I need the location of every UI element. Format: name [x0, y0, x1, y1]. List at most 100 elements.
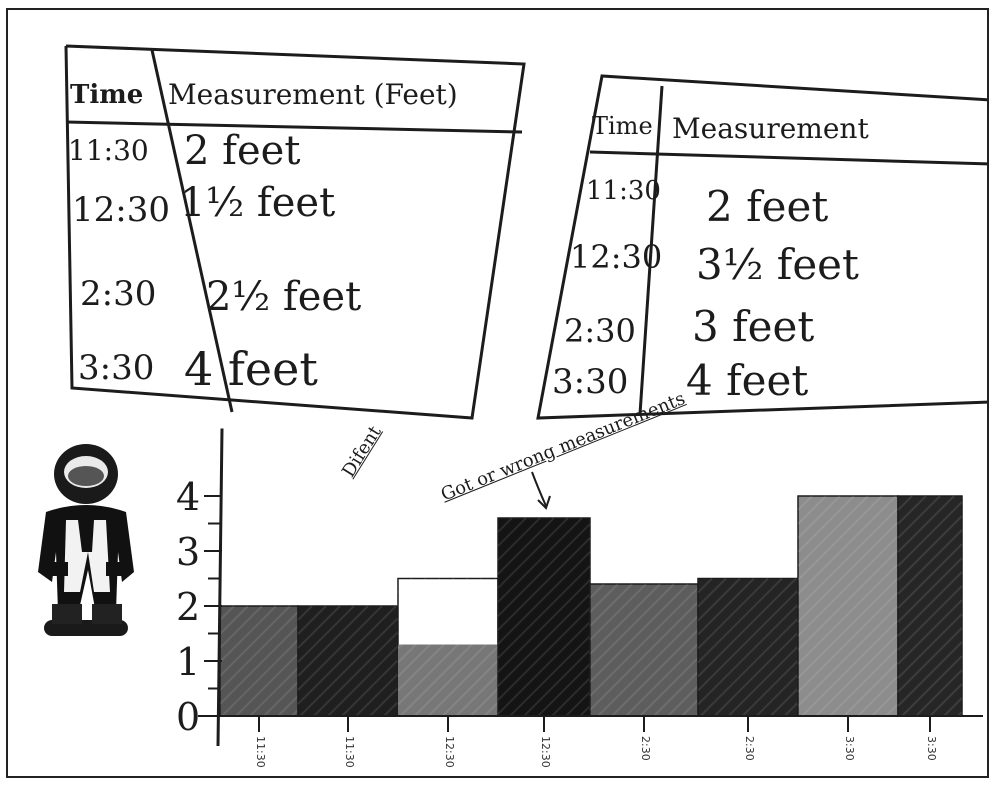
bar-hatch — [697, 577, 727, 608]
bar-hatch — [741, 659, 799, 717]
bar-chart: 0 1 2 3 4 — [176, 428, 983, 747]
bar-hatch — [355, 673, 399, 717]
y-axis-line — [216, 428, 224, 747]
bar-hatch — [697, 577, 769, 650]
bar-hatch — [697, 577, 741, 622]
bar-hatch — [897, 585, 963, 651]
x-tick-label: 3:30 — [925, 736, 938, 761]
bar-hatch — [455, 673, 499, 717]
bar-hatch — [901, 655, 963, 717]
bar-hatch — [797, 495, 855, 553]
right-row-measure: 4 feet — [686, 356, 809, 405]
bar-hatch — [497, 607, 591, 701]
bar-hatch — [713, 631, 799, 717]
right-row-measure: 3 feet — [692, 302, 815, 351]
bar-hatch — [497, 593, 591, 687]
bar-hatch — [625, 643, 699, 717]
bar-hatch — [797, 495, 827, 525]
bar-hatch — [589, 583, 633, 627]
bar-hatch — [797, 495, 897, 595]
bar-hatch — [397, 577, 483, 664]
bar-hatch — [219, 605, 277, 663]
left-table-grid — [64, 44, 526, 420]
bar-hatch — [783, 701, 799, 717]
bar-hatch — [263, 681, 299, 717]
x-tick-label: 11:30 — [343, 736, 356, 768]
drawing-frame: Time Measurement (Feet) 11:30 2 feet 12:… — [6, 8, 989, 778]
bar-hatch — [509, 635, 591, 717]
left-header-time: Time — [70, 80, 144, 110]
bar-hatch — [897, 571, 963, 637]
right-row-time: 11:30 — [586, 176, 661, 206]
bar-hatch — [797, 507, 899, 609]
bar — [297, 605, 399, 717]
left-row-measure: 2 feet — [184, 128, 301, 174]
bar-hatch — [885, 703, 899, 717]
bar-hatch — [667, 685, 699, 717]
y-tick-label: 1 — [176, 640, 200, 684]
bar-hatch — [497, 517, 583, 603]
x-tick-label: 2:30 — [743, 736, 756, 761]
bar-hatch — [697, 577, 783, 664]
bar-hatch — [497, 517, 527, 547]
left-measurement-table: Time Measurement (Feet) 11:30 2 feet 12:… — [60, 42, 530, 422]
bar-hatch — [697, 589, 799, 692]
bar-hatch — [397, 577, 427, 608]
left-row-measure: 4 feet — [184, 342, 318, 396]
bar-hatch — [397, 603, 499, 706]
bar-hatch — [297, 605, 355, 663]
bar-hatch — [697, 577, 797, 678]
bar-hatch — [797, 495, 869, 567]
bar-hatch — [565, 691, 591, 717]
bar — [497, 517, 591, 717]
bar-hatch — [597, 615, 699, 717]
left-row-measure: 1½ feet — [180, 180, 336, 226]
bar-hatch — [897, 627, 963, 693]
bar-hatch — [797, 495, 841, 539]
bar-hatch — [497, 537, 591, 631]
bar-hatch — [551, 677, 591, 717]
bar-hatch — [299, 617, 399, 717]
left-row-measure: 2½ feet — [206, 274, 362, 320]
bar — [897, 495, 963, 717]
bar-hatch — [897, 495, 941, 539]
bar-hatch — [653, 671, 699, 717]
bar-hatch — [697, 577, 755, 636]
bar-hatch — [797, 521, 899, 623]
x-tick-label: 2:30 — [639, 736, 652, 761]
x-tick-label: 12:30 — [443, 736, 456, 768]
bar-hatch — [897, 495, 913, 511]
bar-hatch — [681, 699, 699, 717]
bar-hatch — [797, 495, 883, 581]
left-row-time: 11:30 — [68, 134, 149, 167]
bar-hatch — [797, 605, 899, 707]
astronaut-icon — [38, 444, 134, 636]
x-tick-label: 11:30 — [254, 736, 267, 768]
left-row-time: 12:30 — [72, 190, 170, 230]
y-tick-label: 4 — [176, 475, 200, 519]
bar-hatch — [797, 563, 899, 665]
bar-hatch — [297, 605, 313, 621]
bar-hatch — [369, 687, 399, 717]
bar-hatch — [383, 701, 399, 717]
bar-hatch — [397, 577, 413, 594]
bar-hatch — [219, 605, 235, 621]
bar-hatch — [341, 659, 399, 717]
bar-hatch — [589, 583, 689, 683]
bar-hatch — [897, 501, 963, 567]
bar-hatch — [497, 551, 591, 645]
bar-hatch — [639, 657, 699, 717]
bar-hatch — [497, 517, 513, 533]
bar-hatch — [797, 535, 899, 637]
bar-hatch — [699, 617, 799, 717]
bar-hatch — [857, 675, 899, 717]
y-tick-label: 2 — [176, 585, 200, 629]
bar-hatch — [943, 697, 963, 717]
bar-hatch — [589, 583, 619, 613]
bar-hatch — [469, 687, 499, 717]
right-measurement-table: Time Measurement 11:30 2 feet 12:30 3½ f… — [530, 72, 987, 422]
bar-hatch — [219, 625, 299, 705]
bar-hatch — [897, 529, 963, 595]
right-header-time: Time — [592, 112, 653, 140]
right-row-time: 3:30 — [552, 362, 629, 402]
